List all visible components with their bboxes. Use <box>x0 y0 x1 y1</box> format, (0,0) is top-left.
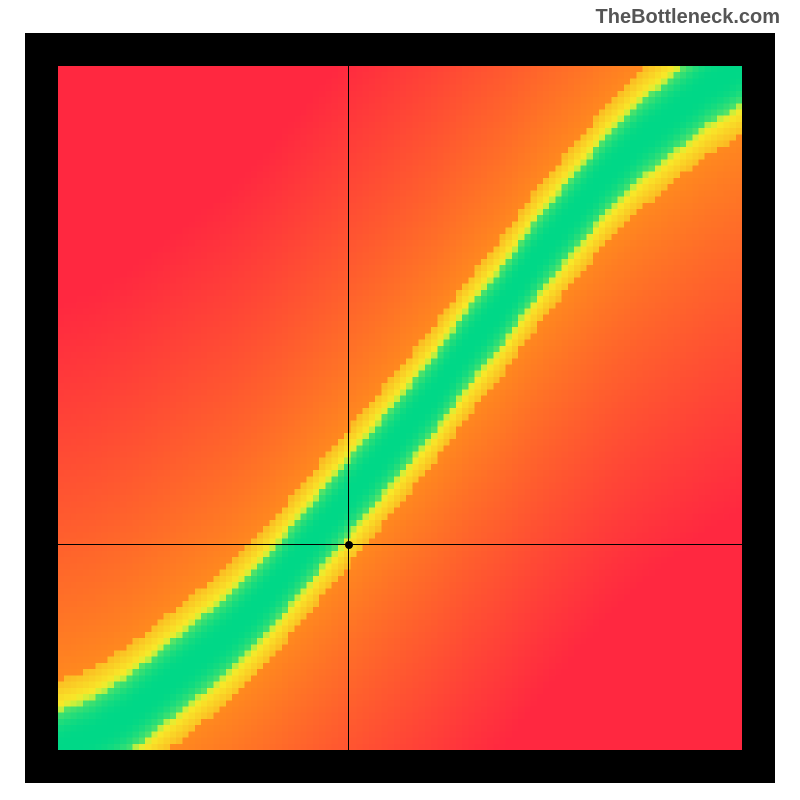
heatmap-area <box>58 66 742 750</box>
heatmap-canvas <box>58 66 742 750</box>
plot-frame <box>25 33 775 783</box>
crosshair-horizontal <box>58 544 742 545</box>
attribution-text: TheBottleneck.com <box>596 6 780 29</box>
crosshair-vertical <box>348 66 349 750</box>
crosshair-dot <box>345 541 353 549</box>
container: TheBottleneck.com <box>0 0 800 800</box>
